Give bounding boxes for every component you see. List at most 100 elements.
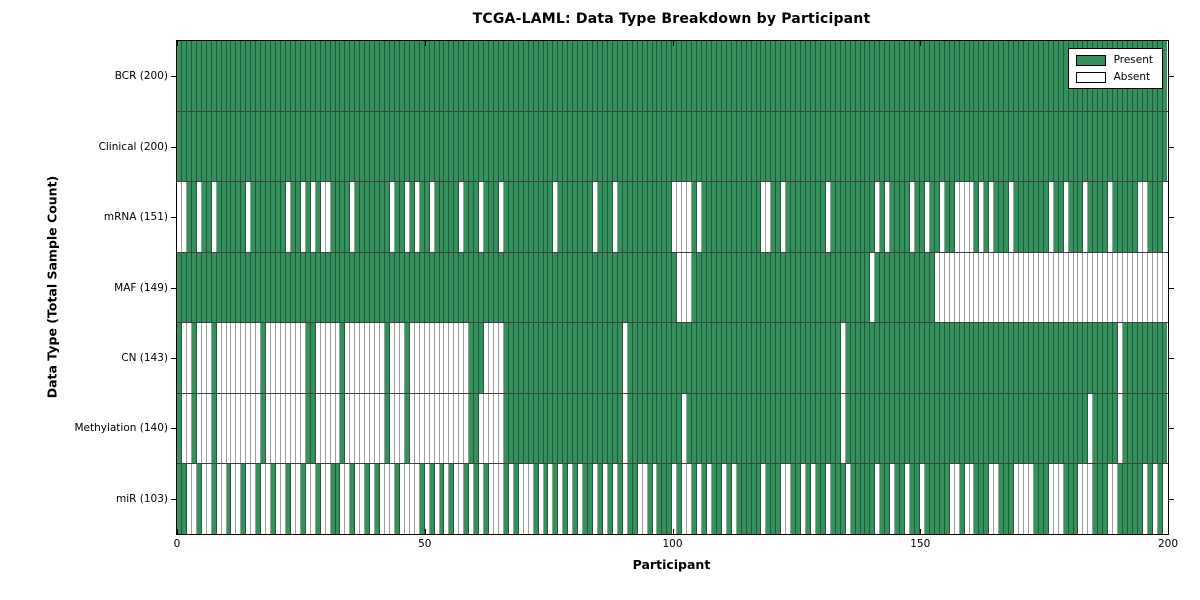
matrix-cell: [276, 111, 282, 182]
matrix-cell: [429, 252, 435, 323]
matrix-cell: [652, 41, 658, 111]
matrix-cell: [850, 182, 856, 252]
matrix-cell: [1123, 393, 1128, 464]
matrix-cell: [464, 252, 470, 323]
matrix-cell: [999, 182, 1005, 252]
x-tick-mark: [920, 41, 922, 46]
matrix-cell: [806, 323, 811, 393]
matrix-cell: [994, 464, 1000, 535]
matrix-cell: [305, 393, 311, 464]
y-tick-mark: [171, 357, 177, 359]
matrix-cell: [409, 393, 415, 464]
matrix-cell: [835, 182, 841, 252]
matrix-cell: [900, 464, 906, 535]
matrix-cell: [984, 182, 990, 252]
matrix-cell: [221, 41, 227, 111]
matrix-cell: [241, 252, 247, 323]
matrix-cell: [350, 111, 356, 182]
matrix-cell: [1068, 111, 1074, 182]
matrix-cell: [617, 464, 623, 535]
matrix-cell: [1128, 182, 1133, 252]
matrix-cell: [330, 252, 336, 323]
matrix-cell: [924, 464, 930, 535]
matrix-cell: [895, 252, 901, 323]
matrix-cell: [285, 323, 291, 393]
matrix-cell: [548, 111, 554, 182]
matrix-cell: [855, 464, 861, 535]
matrix-cell: [360, 41, 366, 111]
matrix-cell: [330, 41, 336, 111]
matrix-cell: [994, 393, 1000, 464]
matrix-cell: [801, 252, 807, 323]
matrix-cell: [791, 111, 797, 182]
matrix-cell: [1147, 252, 1153, 323]
matrix-cell: [647, 464, 653, 535]
matrix-cell: [553, 182, 559, 252]
matrix-cell: [855, 252, 861, 323]
matrix-cell: [1157, 393, 1163, 464]
matrix-cell: [310, 393, 316, 464]
matrix-cell: [191, 393, 197, 464]
matrix-cell: [1137, 323, 1143, 393]
matrix-cell: [741, 41, 747, 111]
y-tick-label: Clinical (200): [98, 140, 168, 153]
matrix-cell: [771, 182, 777, 252]
matrix-cell: [781, 41, 787, 111]
matrix-cell: [667, 323, 673, 393]
matrix-cell: [870, 252, 876, 323]
matrix-cell: [196, 464, 202, 535]
matrix-cell: [256, 252, 262, 323]
matrix-cell: [959, 323, 965, 393]
matrix-cell: [434, 464, 440, 535]
matrix-cell: [647, 111, 653, 182]
matrix-cell: [949, 41, 955, 111]
matrix-cell: [1128, 393, 1133, 464]
matrix-cell: [1063, 182, 1069, 252]
matrix-cell: [494, 464, 499, 535]
matrix-cell: [672, 393, 678, 464]
matrix-cell: [716, 252, 722, 323]
matrix-cell: [1028, 41, 1034, 111]
matrix-cell: [523, 41, 529, 111]
matrix-cell: [801, 393, 807, 464]
matrix-cell: [934, 111, 940, 182]
matrix-cell: [1103, 182, 1109, 252]
matrix-cell: [271, 182, 277, 252]
matrix-cell: [949, 393, 955, 464]
matrix-cell: [1004, 182, 1010, 252]
matrix-cell: [736, 111, 742, 182]
matrix-cell: [1113, 323, 1119, 393]
matrix-cell: [1063, 323, 1069, 393]
matrix-cell: [216, 41, 222, 111]
matrix-cell: [885, 41, 891, 111]
matrix-cell: [845, 393, 851, 464]
matrix-cell: [375, 41, 381, 111]
matrix-cell: [399, 323, 405, 393]
matrix-cell: [350, 464, 356, 535]
matrix-cell: [340, 111, 346, 182]
matrix-cell: [181, 111, 187, 182]
matrix-cell: [365, 182, 371, 252]
matrix-cell: [890, 252, 896, 323]
matrix-cell: [503, 41, 509, 111]
matrix-cell: [186, 323, 192, 393]
matrix-cell: [845, 323, 851, 393]
matrix-cell: [706, 252, 712, 323]
matrix-cell: [969, 111, 975, 182]
matrix-cell: [667, 41, 673, 111]
matrix-cell: [746, 252, 752, 323]
matrix-cell: [1113, 252, 1119, 323]
matrix-cell: [469, 323, 475, 393]
matrix-cell: [553, 252, 559, 323]
matrix-cell: [825, 252, 831, 323]
matrix-cell: [835, 41, 841, 111]
matrix-cell: [578, 111, 584, 182]
matrix-cell: [934, 464, 940, 535]
matrix-cell: [538, 464, 544, 535]
matrix-cell: [181, 464, 187, 535]
matrix-cell: [994, 111, 1000, 182]
matrix-cell: [939, 111, 945, 182]
matrix-cell: [875, 323, 881, 393]
matrix-cell: [875, 41, 881, 111]
matrix-cell: [647, 393, 653, 464]
